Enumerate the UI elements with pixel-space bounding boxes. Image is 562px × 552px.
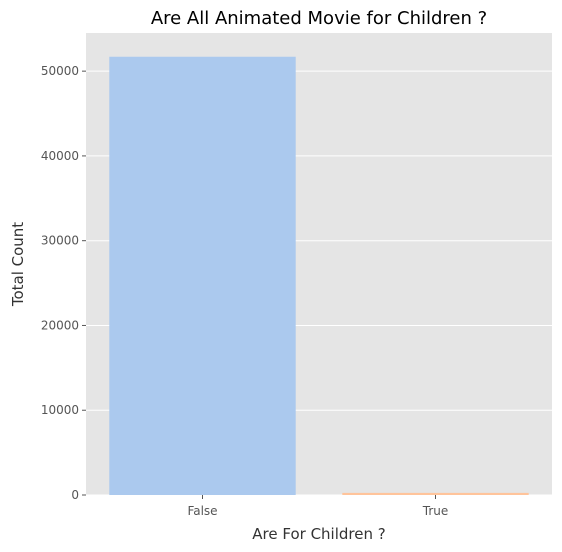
chart-title: Are All Animated Movie for Children ? xyxy=(151,8,487,29)
y-axis-ticks: 0 10000 20000 30000 40000 50000 xyxy=(41,64,86,502)
y-tick-label: 20000 xyxy=(41,318,79,332)
bar-false xyxy=(109,56,296,495)
x-tick-label: False xyxy=(187,504,217,518)
y-tick-label: 0 xyxy=(71,488,79,502)
x-axis-ticks: False True xyxy=(187,495,448,518)
y-tick-label: 50000 xyxy=(41,64,79,78)
x-tick-label: True xyxy=(422,504,449,518)
y-tick-label: 40000 xyxy=(41,149,79,163)
y-axis-label: Total Count xyxy=(9,222,27,307)
x-axis-label: Are For Children ? xyxy=(252,525,385,543)
y-tick-label: 10000 xyxy=(41,403,79,417)
bar-true xyxy=(342,492,529,495)
bars xyxy=(109,56,529,495)
y-tick-label: 30000 xyxy=(41,234,79,248)
